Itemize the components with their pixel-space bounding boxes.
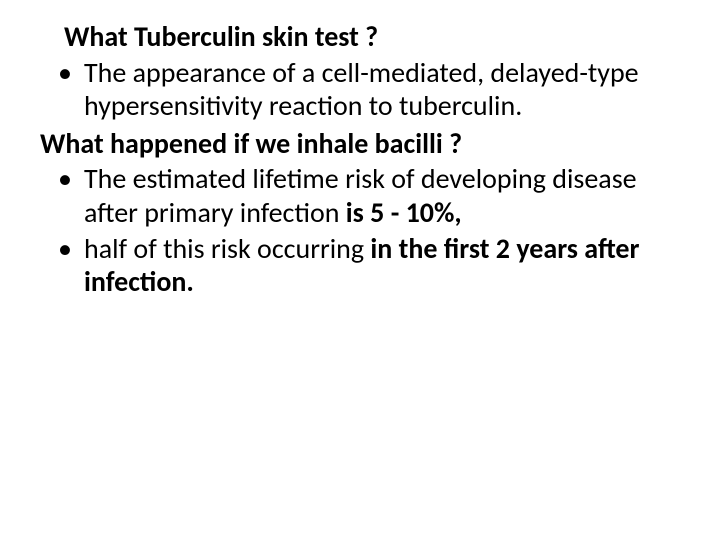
slide-body: What Tuberculin skin test ? The appearan…: [0, 0, 720, 540]
bullet-text-pre: half of this risk occurring: [84, 231, 370, 266]
list-item: The appearance of a cell-mediated, delay…: [84, 56, 680, 123]
bullet-text: The appearance of a cell-mediated, delay…: [84, 55, 639, 124]
bullet-list-2: The estimated lifetime risk of developin…: [40, 162, 680, 298]
list-item: The estimated lifetime risk of developin…: [84, 162, 680, 229]
bullet-text-bold: is 5 - 10%,: [346, 195, 462, 230]
heading-tuberculin: What Tuberculin skin test ?: [64, 20, 680, 54]
list-item: half of this risk occurring in the first…: [84, 232, 680, 299]
heading-inhale-bacilli: What happened if we inhale bacilli ?: [40, 127, 680, 161]
bullet-list-1: The appearance of a cell-mediated, delay…: [40, 56, 680, 123]
